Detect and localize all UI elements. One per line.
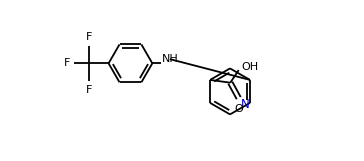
Text: F: F xyxy=(86,85,92,95)
Text: NH: NH xyxy=(162,54,179,64)
Text: OH: OH xyxy=(241,62,258,72)
Text: F: F xyxy=(64,58,70,68)
Text: O: O xyxy=(235,104,244,114)
Text: F: F xyxy=(86,32,92,42)
Text: N: N xyxy=(241,98,249,111)
